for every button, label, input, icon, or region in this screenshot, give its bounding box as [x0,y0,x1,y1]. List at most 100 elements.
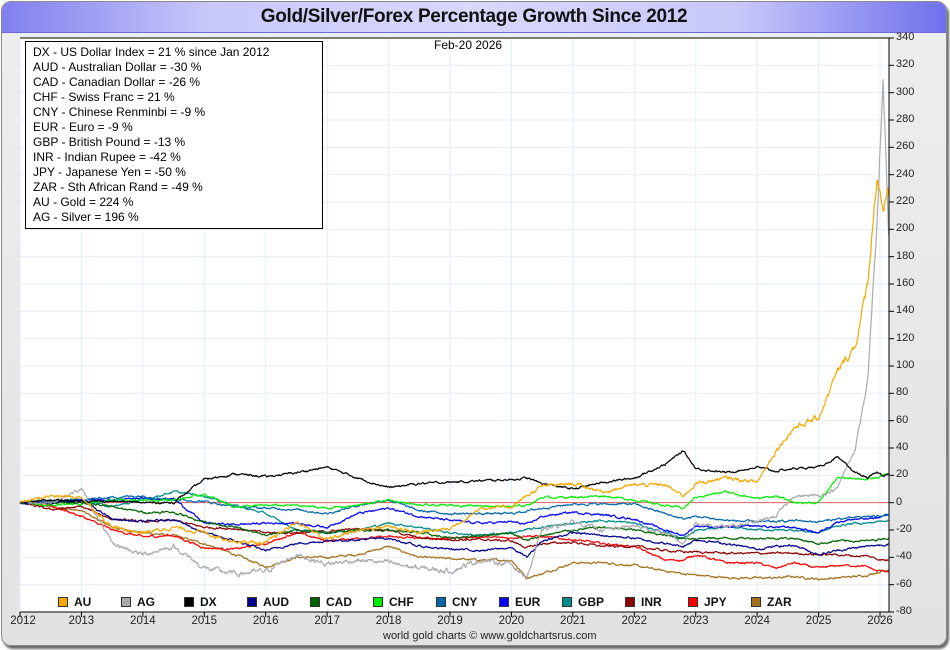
series-line-jpy [19,502,890,573]
y-tick-label: 320 [896,58,915,71]
legend-label: EUR [515,595,541,609]
series-line-gbp [19,490,889,540]
series-line-au [19,179,890,546]
legend-swatch [373,597,383,607]
info-line: AG - Silver = 196 % [33,210,139,224]
y-tick-label: -60 [896,577,912,590]
legend-label: AU [74,595,92,609]
series-line-zar [19,501,890,581]
y-tick-label: -80 [896,605,912,617]
legend-swatch [436,597,446,607]
x-tick-label: 2025 [805,615,832,627]
legend-label: AUD [263,595,289,609]
chart-title: Gold/Silver/Forex Percentage Growth Sinc… [260,6,688,27]
info-line: GBP - British Pound = -13 % [33,135,186,149]
info-line: JPY - Japanese Yen = -50 % [33,165,186,179]
info-line: INR - Indian Rupee = -42 % [33,150,181,164]
series-line-dx [20,450,889,505]
legend-item-gbp: GBP [562,593,625,611]
y-tick-label: -40 [896,550,912,563]
title-bar: Gold/Silver/Forex Percentage Growth Sinc… [2,2,946,33]
legend-item-ag: AG [121,593,184,611]
y-tick-label: -20 [896,523,912,535]
y-tick-label: 340 [896,31,915,43]
series-line-cad [19,501,890,546]
x-tick-label: 2022 [621,615,648,627]
legend-label: ZAR [767,595,792,609]
legend-item-jpy: JPY [688,593,751,611]
x-tick-label: 2026 [867,615,893,627]
legend: AU AG DX AUD CAD CHF CNY EUR GBP INR JPY ZAR [58,593,814,611]
legend-swatch [751,597,761,607]
x-tick-label: 2021 [560,615,586,627]
legend-item-eur: EUR [499,593,562,611]
credit-text: world gold charts © www.goldchartsrus.co… [383,630,597,642]
x-tick-label: 2016 [252,615,279,627]
legend-item-dx: DX [184,593,247,611]
legend-label: GBP [578,595,605,609]
legend-swatch [184,597,194,607]
info-line: AUD - Australian Dollar = -30 % [33,60,202,74]
info-line: CNY - Chinese Renminbi = -9 % [33,105,206,119]
legend-label: DX [200,595,217,609]
legend-label: CNY [452,595,478,609]
y-tick-label: 240 [896,167,915,180]
y-tick-label: 120 [896,331,915,344]
series-line-aud [19,499,889,558]
y-tick-label: 80 [896,386,909,399]
legend-item-cny: CNY [436,593,499,611]
legend-swatch [562,597,572,607]
x-tick-label: 2019 [437,615,463,627]
info-line: EUR - Euro = -9 % [33,120,133,134]
x-tick-label: 2013 [68,615,95,627]
y-tick-label: 60 [896,413,909,426]
legend-label: AG [137,595,155,609]
legend-label: CHF [389,595,414,609]
y-tick-label: 280 [896,113,915,125]
legend-item-au: AU [58,593,121,611]
series-line-ag [19,78,890,580]
legend-label: JPY [704,595,727,609]
y-tick-label: 260 [896,140,915,153]
legend-swatch [688,597,698,607]
y-tick-label: 220 [896,195,915,207]
x-tick-label: 2020 [498,615,525,627]
x-tick-label: 2012 [10,615,36,627]
legend-item-cad: CAD [310,593,373,611]
y-tick-label: 200 [896,222,915,235]
legend-swatch [247,597,257,607]
legend-swatch [625,597,635,607]
legend-swatch [499,597,509,607]
x-tick-label: 2017 [314,615,340,627]
legend-swatch [121,597,131,607]
info-box: DX - US Dollar Index = 21 % since Jan 20… [25,41,323,229]
x-tick-label: 2018 [375,615,402,627]
x-tick-label: 2024 [744,615,770,627]
legend-swatch [58,597,68,607]
x-tick-label: 2015 [191,615,218,627]
legend-item-zar: ZAR [751,593,814,611]
y-tick-label: 0 [896,495,903,508]
x-tick-label: 2014 [130,615,156,627]
y-tick-label: 180 [896,249,915,262]
y-tick-label: 300 [896,85,915,98]
x-tick-labels: 2012 2013 2014 2015 2016 2017 2018 2019 2020 2021… [0,615,950,631]
legend-item-aud: AUD [247,593,310,611]
legend-item-chf: CHF [373,593,436,611]
y-tick-label: 40 [896,441,909,453]
legend-swatch [310,597,320,607]
axis-ticks [19,37,894,617]
x-tick-label: 2023 [682,615,709,627]
date-stamp: Feb-20 2026 [434,38,503,52]
legend-label: CAD [326,595,352,609]
y-tick-label: 20 [896,468,909,481]
y-tick-label: 160 [896,277,915,289]
series-group [19,78,890,581]
legend-label: INR [641,595,662,609]
info-line: DX - US Dollar Index = 21 % since Jan 20… [33,45,270,59]
axes [20,37,890,613]
y-tick-label: 140 [896,304,915,317]
y-tick-label: 100 [896,359,915,371]
info-line: AU - Gold = 224 % [33,195,134,209]
